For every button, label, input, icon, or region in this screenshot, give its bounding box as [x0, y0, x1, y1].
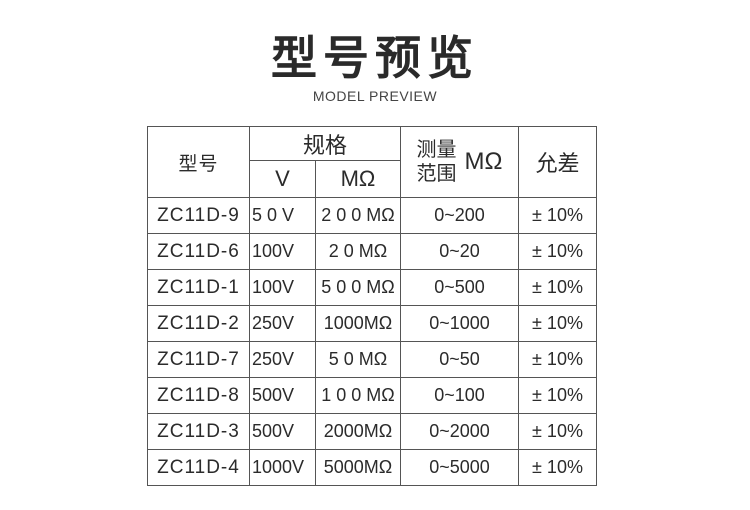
cell-range: 0~200 [400, 197, 519, 234]
header-resistance: MΩ [315, 160, 401, 198]
cell-resistance: 1 0 0 MΩ [315, 377, 401, 414]
cell-range: 0~20 [400, 233, 519, 270]
cell-model: ZC11D-1 [147, 269, 250, 306]
cell-tolerance: ± 10% [518, 377, 597, 414]
cell-tolerance: ± 10% [518, 197, 597, 234]
cell-range: 0~50 [400, 341, 519, 378]
cell-voltage: 100V [249, 233, 316, 270]
cell-tolerance: ± 10% [518, 269, 597, 306]
header-tolerance: 允差 [518, 126, 597, 198]
cell-resistance: 5 0 MΩ [315, 341, 401, 378]
cell-voltage: 500V [249, 377, 316, 414]
cell-tolerance: ± 10% [518, 305, 597, 342]
cell-tolerance: ± 10% [518, 449, 597, 486]
cell-model: ZC11D-8 [147, 377, 250, 414]
cell-voltage: 250V [249, 305, 316, 342]
cell-resistance: 2 0 0 MΩ [315, 197, 401, 234]
cell-voltage: 500V [249, 413, 316, 450]
cell-tolerance: ± 10% [518, 233, 597, 270]
cell-range: 0~100 [400, 377, 519, 414]
header-range: 测量 范围 MΩ [400, 126, 519, 198]
header-model: 型号 [147, 126, 250, 198]
page-title: 型号预览 [271, 31, 479, 85]
cell-voltage: 250V [249, 341, 316, 378]
cell-range: 0~500 [400, 269, 519, 306]
header-range-unit: MΩ [464, 148, 503, 175]
cell-voltage: 5 0 V [249, 197, 316, 234]
cell-model: ZC11D-9 [147, 197, 250, 234]
cell-voltage: 100V [249, 269, 316, 306]
cell-voltage: 1000V [249, 449, 316, 486]
table-row: ZC11D-3 500V 2000MΩ 0~2000 ± 10% [147, 413, 597, 450]
header-range-line1: 测量 [416, 139, 457, 161]
cell-resistance: 2000MΩ [315, 413, 401, 450]
cell-resistance: 2 0 MΩ [315, 233, 401, 270]
cell-resistance: 1000MΩ [315, 305, 401, 342]
table-row: ZC11D-8 500V 1 0 0 MΩ 0~100 ± 10% [147, 377, 597, 414]
cell-range: 0~2000 [400, 413, 519, 450]
header-range-line2: 范围 [416, 163, 457, 185]
cell-range: 0~5000 [400, 449, 519, 486]
header-spec: 规格 [249, 126, 401, 161]
table-row: ZC11D-4 1000V 5000MΩ 0~5000 ± 10% [147, 449, 597, 486]
table-row: ZC11D-6 100V 2 0 MΩ 0~20 ± 10% [147, 233, 597, 270]
page-subtitle: MODEL PREVIEW [312, 88, 438, 104]
cell-model: ZC11D-6 [147, 233, 250, 270]
cell-resistance: 5000MΩ [315, 449, 401, 486]
cell-model: ZC11D-4 [147, 449, 250, 486]
table-row: ZC11D-1 100V 5 0 0 MΩ 0~500 ± 10% [147, 269, 597, 306]
table-row: ZC11D-7 250V 5 0 MΩ 0~50 ± 10% [147, 341, 597, 378]
cell-tolerance: ± 10% [518, 341, 597, 378]
header-voltage: V [249, 160, 316, 198]
table-row: ZC11D-2 250V 1000MΩ 0~1000 ± 10% [147, 305, 597, 342]
cell-model: ZC11D-3 [147, 413, 250, 450]
cell-model: ZC11D-2 [147, 305, 250, 342]
cell-tolerance: ± 10% [518, 413, 597, 450]
cell-resistance: 5 0 0 MΩ [315, 269, 401, 306]
cell-range: 0~1000 [400, 305, 519, 342]
cell-model: ZC11D-7 [147, 341, 250, 378]
